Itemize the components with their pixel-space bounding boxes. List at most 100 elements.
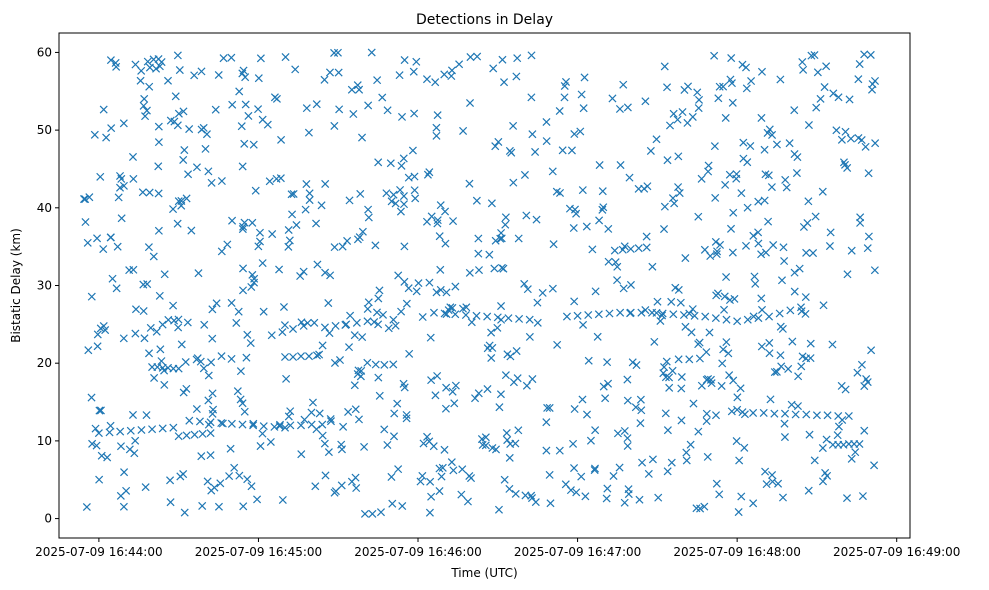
clutter-point	[351, 405, 360, 414]
track-point	[780, 409, 790, 418]
clutter-point	[204, 371, 213, 380]
clutter-point	[400, 56, 409, 65]
clutter-point	[190, 71, 199, 80]
clutter-point	[761, 248, 770, 257]
clutter-point	[772, 140, 781, 149]
clutter-point	[854, 133, 863, 143]
clutter-point	[455, 60, 464, 69]
track-point	[855, 439, 864, 449]
clutter-point	[619, 284, 628, 293]
clutter-point	[833, 431, 842, 440]
clutter-point	[155, 291, 164, 300]
clutter-point	[255, 237, 265, 246]
clutter-point	[711, 193, 720, 202]
clutter-point	[558, 146, 567, 155]
clutter-point	[776, 75, 785, 84]
clutter-point	[239, 502, 248, 511]
clutter-point	[92, 441, 101, 450]
clutter-point	[457, 490, 466, 499]
track-point	[288, 352, 298, 362]
clutter-point	[433, 219, 442, 228]
clutter-point	[543, 403, 552, 412]
clutter-point	[324, 448, 333, 457]
clutter-point	[777, 276, 787, 285]
clutter-point	[251, 186, 260, 195]
clutter-point	[856, 218, 865, 227]
clutter-point	[129, 174, 138, 183]
clutter-point	[603, 358, 612, 367]
clutter-point	[400, 383, 409, 392]
clutter-point	[665, 373, 674, 382]
clutter-point	[569, 439, 578, 448]
clutter-point	[179, 107, 188, 116]
clutter-point	[325, 68, 335, 77]
clutter-point	[317, 201, 326, 210]
clutter-point	[451, 282, 460, 291]
clutter-point	[87, 393, 96, 402]
clutter-point	[784, 364, 793, 373]
clutter-point	[152, 327, 161, 336]
clutter-point	[741, 241, 751, 250]
clutter-point	[313, 260, 322, 269]
clutter-point	[358, 333, 367, 342]
clutter-point	[531, 147, 540, 156]
clutter-point	[182, 194, 191, 203]
track-point	[823, 411, 832, 420]
clutter-point	[732, 170, 741, 179]
clutter-point	[204, 167, 213, 176]
clutter-point	[185, 125, 194, 134]
x-tick-label: 2025-07-09 16:45:00	[195, 545, 322, 559]
clutter-point	[644, 469, 653, 478]
clutter-point	[371, 241, 380, 250]
clutter-point	[813, 68, 822, 77]
clutter-point	[737, 492, 746, 501]
clutter-point	[591, 287, 600, 296]
clutter-point	[613, 429, 622, 438]
clutter-point	[493, 323, 502, 332]
clutter-point	[158, 320, 167, 329]
clutter-point	[804, 486, 813, 495]
clutter-point	[579, 320, 588, 329]
clutter-point	[330, 121, 339, 130]
clutter-point	[624, 485, 633, 494]
clutter-point	[501, 371, 510, 380]
clutter-point	[253, 495, 262, 504]
x-tick-label: 2025-07-09 16:46:00	[354, 545, 481, 559]
clutter-point	[757, 342, 766, 351]
clutter-point	[714, 94, 723, 103]
clutter-point	[199, 364, 208, 373]
clutter-point	[787, 400, 796, 409]
clutter-point	[152, 64, 161, 73]
clutter-point	[350, 381, 359, 390]
clutter-point	[400, 277, 409, 286]
clutter-point	[171, 92, 180, 101]
clutter-point	[613, 262, 622, 271]
clutter-point	[635, 495, 644, 504]
clutter-point	[119, 502, 128, 511]
clutter-point	[204, 396, 213, 405]
clutter-point	[754, 239, 763, 248]
clutter-point	[738, 60, 747, 69]
clutter-point	[533, 318, 542, 327]
clutter-point	[405, 349, 414, 358]
clutter-point	[570, 404, 579, 414]
clutter-point	[236, 367, 245, 376]
clutter-point	[719, 82, 728, 91]
track-point	[796, 303, 805, 312]
clutter-point	[449, 217, 458, 226]
clutter-point	[694, 212, 703, 221]
clutter-point	[93, 342, 102, 351]
clutter-point	[394, 465, 403, 474]
clutter-point	[227, 298, 236, 307]
clutter-point	[210, 483, 219, 492]
clutter-point	[145, 63, 154, 72]
clutter-point	[302, 180, 311, 189]
clutter-point	[423, 432, 432, 441]
clutter-point	[198, 501, 207, 510]
clutter-point	[177, 201, 186, 210]
clutter-point	[548, 284, 557, 293]
clutter-point	[173, 219, 182, 228]
clutter-point	[312, 219, 321, 228]
clutter-point	[441, 239, 450, 248]
